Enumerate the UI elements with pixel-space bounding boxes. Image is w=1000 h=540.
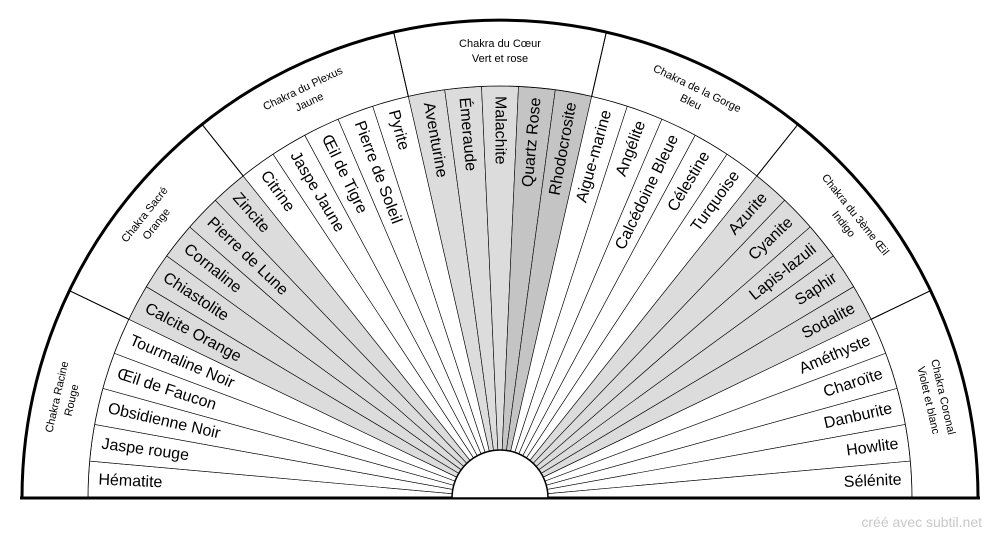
stone-label: Malachite bbox=[492, 96, 509, 165]
chakra-label-group: Chakra du Cœur Vert et rose bbox=[459, 38, 541, 65]
chakra-ring bbox=[21, 19, 979, 499]
outer-arc bbox=[20, 18, 980, 499]
stone-label: Sélénite bbox=[843, 471, 902, 491]
chakra-separator bbox=[393, 31, 409, 97]
stone-label: Howlite bbox=[845, 436, 899, 460]
stone-segments bbox=[87, 85, 913, 499]
chakra-separator bbox=[591, 31, 607, 97]
center-hub bbox=[451, 449, 549, 499]
chakra-color: Vert et rose bbox=[472, 53, 528, 65]
credit-text: créé avec subtil.net bbox=[861, 514, 982, 530]
stone-label: Hématite bbox=[98, 471, 163, 491]
chakra-separator bbox=[69, 290, 130, 320]
chakra-separator bbox=[201, 123, 244, 177]
chakra-name: Chakra du Cœur bbox=[459, 38, 541, 50]
chakra-separator bbox=[756, 123, 799, 177]
diagram-outlines bbox=[20, 18, 980, 500]
chakra-separator bbox=[870, 290, 931, 320]
